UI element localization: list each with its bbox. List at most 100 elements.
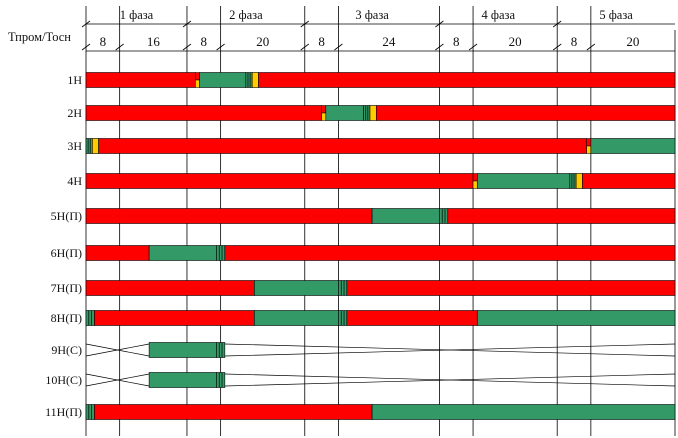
interval-tick	[435, 43, 444, 51]
green-flash-segment	[338, 310, 348, 326]
green-flash-segment	[439, 208, 449, 224]
signal-row: 8Н(П)	[51, 310, 676, 326]
phase-tick	[552, 20, 562, 28]
row-label: 6Н(П)	[51, 246, 82, 260]
red-segment	[224, 245, 676, 261]
interval-duration: 8	[318, 34, 325, 49]
interval-tick	[115, 43, 124, 51]
green-segment	[148, 245, 217, 261]
row-label: 7Н(П)	[51, 281, 82, 295]
signal-row: 9Н(С)	[51, 342, 676, 358]
row-label: 1Н	[67, 73, 82, 87]
yellow-segment	[251, 72, 259, 88]
red-segment	[98, 138, 587, 154]
green-flash-segment	[85, 310, 95, 326]
phase-tick	[300, 20, 310, 28]
interval-duration: 8	[100, 34, 107, 49]
phase-label: 3 фаза	[355, 8, 389, 22]
row-label: 2Н	[67, 106, 82, 120]
phase-label: 5 фаза	[599, 8, 633, 22]
red-segment	[85, 105, 322, 121]
interval-tick	[182, 43, 192, 51]
red-segment	[346, 280, 676, 296]
phase-tick	[182, 20, 192, 28]
off-line	[224, 373, 676, 387]
red-segment	[85, 208, 373, 224]
green-segment	[371, 404, 676, 420]
row-label: 4Н	[67, 174, 82, 188]
interval-tick	[468, 43, 478, 51]
green-flash-segment	[245, 72, 253, 88]
phase-header: 1 фаза 2 фаза 3 фаза 4 фаза 5 фаза 8 16 8 20 8 24 8…	[8, 8, 675, 52]
off-line	[85, 373, 150, 387]
row-label: 5Н(П)	[51, 209, 82, 223]
row-header-label: Тпром/Тосн	[8, 30, 71, 44]
red-segment	[582, 173, 676, 189]
interval-duration: 20	[256, 34, 269, 49]
green-flash-segment	[216, 372, 226, 388]
signal-row: 7Н(П)	[51, 280, 676, 296]
interval-duration: 8	[201, 34, 208, 49]
green-segment	[476, 173, 571, 189]
interval-duration: 20	[626, 34, 639, 49]
interval-tick	[81, 43, 91, 51]
signal-row: 3Н	[67, 138, 676, 154]
green-segment	[199, 72, 247, 88]
yellow-segment	[472, 180, 478, 189]
interval-tick	[552, 43, 562, 51]
interval-tick	[334, 43, 343, 51]
yellow-segment	[92, 138, 99, 154]
red-segment	[375, 105, 676, 121]
signal-row: 10Н(С)	[45, 372, 676, 388]
green-segment	[590, 138, 676, 154]
signal-row: 2Н	[67, 105, 676, 121]
off-line	[85, 343, 150, 357]
phase-label: 1 фаза	[120, 8, 154, 22]
row-label: 11Н(П)	[45, 405, 82, 419]
row-label: 3Н	[67, 139, 82, 153]
signal-row: 5Н(П)	[51, 208, 676, 224]
green-segment	[476, 310, 676, 326]
red-segment	[85, 72, 196, 88]
red-segment	[321, 105, 327, 114]
green-flash-segment	[216, 245, 226, 261]
row-label: 10Н(С)	[45, 373, 82, 387]
yellow-segment	[369, 105, 377, 121]
phase-tick	[81, 20, 91, 28]
yellow-segment	[586, 145, 592, 154]
green-segment	[148, 372, 217, 388]
green-segment	[371, 208, 440, 224]
green-flash-segment	[216, 342, 226, 358]
green-segment	[148, 342, 217, 358]
phase-tick	[435, 20, 444, 28]
red-segment	[472, 173, 478, 182]
green-segment	[253, 310, 339, 326]
interval-duration: 8	[453, 34, 460, 49]
green-segment	[253, 280, 339, 296]
interval-duration: 8	[571, 34, 578, 49]
yellow-segment	[195, 79, 200, 88]
row-label: 9Н(С)	[51, 343, 82, 357]
red-segment	[447, 208, 676, 224]
signal-row: 6Н(П)	[51, 245, 676, 261]
green-flash-segment	[85, 138, 93, 154]
red-segment	[85, 245, 150, 261]
red-segment	[586, 138, 592, 147]
row-label: 8Н(П)	[51, 311, 82, 325]
interval-duration: 16	[147, 34, 161, 49]
interval-tick	[300, 43, 310, 51]
red-segment	[85, 173, 474, 189]
phase-label: 4 фаза	[482, 8, 516, 22]
green-flash-segment	[338, 280, 348, 296]
interval-duration: 20	[509, 34, 522, 49]
signal-row: 11Н(П)	[45, 404, 676, 420]
interval-tick	[216, 43, 225, 51]
red-segment	[346, 310, 478, 326]
red-segment	[195, 72, 200, 81]
red-segment	[85, 280, 255, 296]
green-flash-segment	[363, 105, 371, 121]
red-segment	[94, 404, 373, 420]
signal-row: 4Н	[67, 173, 676, 189]
signal-row: 1Н	[67, 72, 676, 88]
